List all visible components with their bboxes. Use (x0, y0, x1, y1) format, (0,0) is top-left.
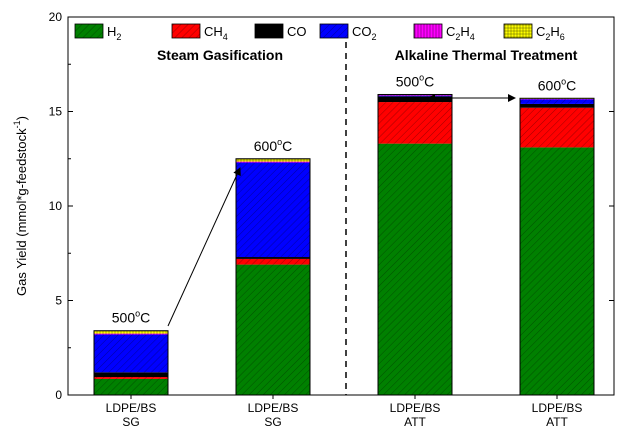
legend-swatch-hatch-co2 (320, 24, 348, 38)
legend-label-co2: CO2 (352, 24, 377, 42)
bar-hatch-ch4-0 (94, 377, 168, 379)
bar-co-0 (94, 372, 168, 378)
legend-swatch-border-co (254, 23, 284, 39)
bar-hatch-h2-1 (236, 264, 310, 395)
legend-swatch-co (255, 24, 283, 38)
bar-hatch-h2-2 (378, 143, 452, 395)
legend-item-co2: CO2 (319, 23, 377, 42)
bar-hatch-c2h6-0 (94, 330, 168, 334)
temp-label-3: 600oC (538, 76, 577, 93)
bar-hatch-co2-1 (236, 162, 310, 258)
bar-hatch-co2-2 (378, 95, 452, 97)
bar-co-2 (378, 96, 452, 103)
x-tick-label-line2-0: SG (122, 415, 139, 429)
y-tick-label-5: 5 (55, 294, 62, 308)
legend-swatch-border-c2h4 (413, 23, 443, 39)
x-tick-label-line1-3: LDPE/BS (532, 401, 583, 415)
legend-swatch-hatch-ch4 (172, 24, 200, 38)
y-tick-label-0: 0 (55, 388, 62, 402)
bar-hatch-co2-3 (520, 99, 594, 104)
trend-arrow-sg (167, 167, 241, 327)
legend: H2 CH4 CO CO2 C2H4 C2H6 (74, 23, 565, 42)
temp-label-0: 500oC (112, 309, 151, 326)
bar-hatch-c2h4-1 (236, 161, 310, 163)
x-tick-label-line2-3: ATT (546, 415, 568, 429)
legend-swatch-hatch-c2h4 (414, 24, 442, 38)
x-tick-label-line1-1: LDPE/BS (248, 401, 299, 415)
legend-swatch-hatch-h2 (75, 24, 103, 38)
legend-item-c2h6: C2H6 (503, 23, 565, 42)
bar-hatch-ch4-1 (236, 258, 310, 265)
legend-swatch-border-ch4 (171, 23, 201, 39)
x-tick-label-line2-1: SG (264, 415, 281, 429)
legend-label-h2: H2 (107, 24, 121, 42)
legend-label-co: CO (287, 24, 307, 39)
plot-area: 500oCLDPE/BSSG600oCLDPE/BSSG500oCLDPE/BS… (49, 10, 615, 429)
bar-hatch-c2h6-1 (236, 158, 310, 162)
legend-item-ch4: CH4 (171, 23, 228, 42)
y-axis-label: Gas Yield (mmol*g-feedstock-1) (12, 116, 29, 296)
x-tick-label-line2-2: ATT (404, 415, 426, 429)
legend-item-c2h4: C2H4 (413, 23, 475, 42)
legend-item-h2: H2 (74, 23, 121, 42)
section-title-alkaline-thermal-treatment: Alkaline Thermal Treatment (395, 47, 578, 63)
y-tick-label-15: 15 (49, 105, 63, 119)
x-tick-label-line1-2: LDPE/BS (390, 401, 441, 415)
bar-hatch-ch4-3 (520, 107, 594, 148)
legend-swatch-border-h2 (74, 23, 104, 39)
bar-hatch-h2-0 (94, 378, 168, 395)
temp-label-2: 500oC (396, 72, 435, 89)
legend-swatch-border-co2 (319, 23, 349, 39)
bar-hatch-ch4-2 (378, 102, 452, 144)
bar-hatch-c2h4-0 (94, 333, 168, 335)
bar-hatch-h2-3 (520, 147, 594, 395)
legend-item-co: CO (254, 23, 307, 39)
temp-label-1: 600oC (254, 137, 293, 154)
y-tick-label-10: 10 (49, 199, 63, 213)
legend-swatch-border-c2h6 (503, 23, 533, 39)
legend-label-ch4: CH4 (204, 24, 228, 42)
bar-co-3 (520, 103, 594, 108)
y-tick-label-20: 20 (49, 10, 63, 24)
bar-co-1 (236, 257, 310, 259)
section-title-steam-gasification: Steam Gasification (157, 47, 283, 63)
legend-label-c2h6: C2H6 (536, 24, 565, 42)
bar-hatch-co2-0 (94, 334, 168, 373)
legend-swatch-hatch-c2h6 (504, 24, 532, 38)
x-tick-label-line1-0: LDPE/BS (106, 401, 157, 415)
bar-hatch-c2h4-2 (378, 95, 452, 96)
legend-label-c2h4: C2H4 (446, 24, 475, 42)
bar-hatch-c2h4-3 (520, 98, 594, 100)
